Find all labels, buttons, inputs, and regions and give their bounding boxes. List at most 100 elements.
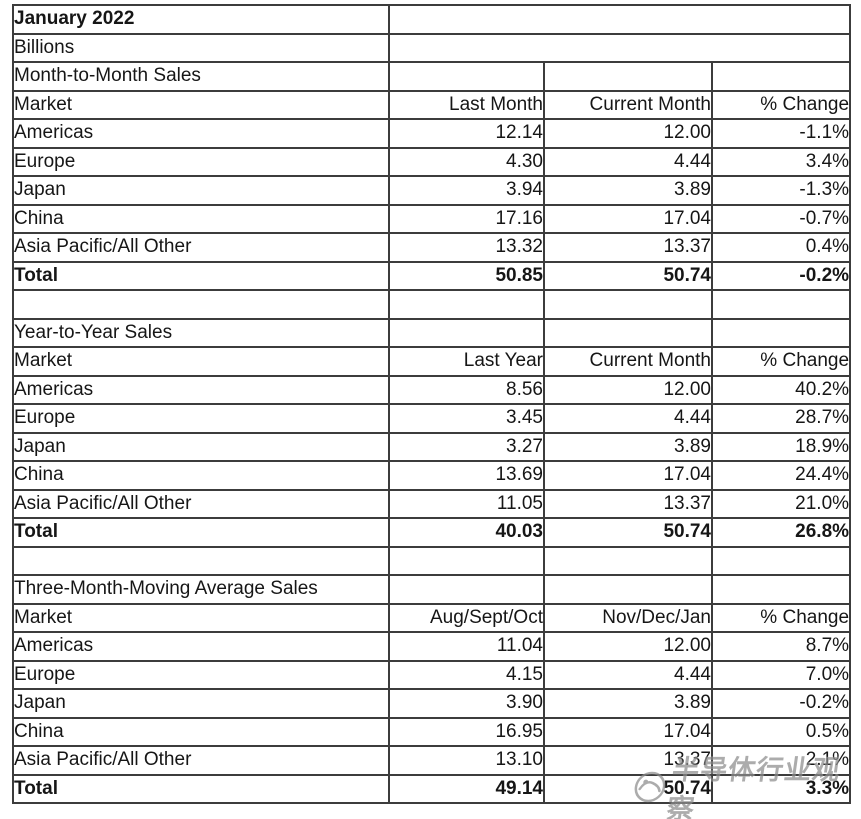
value-cell: 13.32: [388, 232, 545, 263]
unit-row: Billions: [12, 32, 852, 63]
table-row: China 16.95 17.04 0.5%: [12, 716, 852, 747]
table-row: China 17.16 17.04 -0.7%: [12, 203, 852, 234]
market-cell: Europe: [12, 146, 390, 177]
value-cell: 17.04: [543, 203, 713, 234]
value-cell: 12.00: [543, 631, 713, 662]
total-label-cell: Total: [12, 517, 390, 548]
column-header: Market: [12, 602, 390, 633]
column-header: Market: [12, 346, 390, 377]
pct-cell: -1.1%: [710, 118, 852, 149]
unit-label: Billions: [12, 32, 390, 63]
pct-cell: 0.4%: [710, 232, 852, 263]
separator-row: [12, 545, 852, 576]
value-cell: 3.89: [543, 688, 713, 719]
total-value-cell: 50.85: [388, 260, 545, 291]
value-cell: 13.37: [543, 232, 713, 263]
column-header: % Change: [710, 346, 852, 377]
table-row: Americas 12.14 12.00 -1.1%: [12, 118, 852, 149]
sales-table: January 2022 Billions Month-to-Month Sal…: [12, 4, 852, 804]
column-header: Last Month: [388, 89, 545, 120]
value-cell: 3.27: [388, 431, 545, 462]
total-value-cell: 50.74: [543, 517, 713, 548]
pct-cell: 28.7%: [710, 403, 852, 434]
empty-cell: [388, 545, 545, 576]
pct-cell: 24.4%: [710, 460, 852, 491]
pct-cell: 2.1%: [710, 745, 852, 776]
market-cell: Asia Pacific/All Other: [12, 488, 390, 519]
value-cell: 4.44: [543, 146, 713, 177]
table-row: Americas 8.56 12.00 40.2%: [12, 374, 852, 405]
value-cell: 13.37: [543, 488, 713, 519]
column-header: % Change: [710, 89, 852, 120]
pct-cell: 8.7%: [710, 631, 852, 662]
market-cell: Japan: [12, 431, 390, 462]
total-value-cell: 50.74: [543, 773, 713, 804]
total-pct-cell: 26.8%: [710, 517, 852, 548]
pct-cell: 0.5%: [710, 716, 852, 747]
total-value-cell: 50.74: [543, 260, 713, 291]
column-header-row: Market Last Year Current Month % Change: [12, 346, 852, 377]
value-cell: 17.16: [388, 203, 545, 234]
pct-cell: -1.3%: [710, 175, 852, 206]
section-title: Year-to-Year Sales: [12, 317, 390, 348]
empty-cell: [710, 317, 852, 348]
value-cell: 17.04: [543, 460, 713, 491]
market-cell: Americas: [12, 118, 390, 149]
empty-cell: [710, 61, 852, 92]
empty-cell: [387, 32, 852, 63]
market-cell: Europe: [12, 659, 390, 690]
value-cell: 3.89: [543, 431, 713, 462]
pct-cell: -0.7%: [710, 203, 852, 234]
value-cell: 3.45: [388, 403, 545, 434]
empty-cell: [388, 317, 545, 348]
section-title-row: Month-to-Month Sales: [12, 61, 852, 92]
section-title: Three-Month-Moving Average Sales: [12, 574, 390, 605]
section-title-row: Year-to-Year Sales: [12, 317, 852, 348]
column-header: Aug/Sept/Oct: [388, 602, 545, 633]
total-pct-cell: 3.3%: [710, 773, 852, 804]
value-cell: 3.94: [388, 175, 545, 206]
market-cell: Asia Pacific/All Other: [12, 745, 390, 776]
value-cell: 16.95: [388, 716, 545, 747]
report-title: January 2022: [12, 4, 390, 35]
value-cell: 4.44: [543, 659, 713, 690]
pct-cell: 7.0%: [710, 659, 852, 690]
table-row: Asia Pacific/All Other 11.05 13.37 21.0%: [12, 488, 852, 519]
table-row: Europe 4.30 4.44 3.4%: [12, 146, 852, 177]
table-row: Europe 3.45 4.44 28.7%: [12, 403, 852, 434]
empty-cell: [543, 574, 713, 605]
column-header: Nov/Dec/Jan: [543, 602, 713, 633]
value-cell: 4.15: [388, 659, 545, 690]
total-label-cell: Total: [12, 260, 390, 291]
column-header: Market: [12, 89, 390, 120]
total-value-cell: 49.14: [388, 773, 545, 804]
column-header: Last Year: [388, 346, 545, 377]
market-cell: Americas: [12, 631, 390, 662]
empty-cell: [710, 289, 852, 320]
column-header-row: Market Aug/Sept/Oct Nov/Dec/Jan % Change: [12, 602, 852, 633]
table-row: Japan 3.90 3.89 -0.2%: [12, 688, 852, 719]
table-row: Japan 3.94 3.89 -1.3%: [12, 175, 852, 206]
empty-cell: [543, 289, 713, 320]
total-value-cell: 40.03: [388, 517, 545, 548]
market-cell: Asia Pacific/All Other: [12, 232, 390, 263]
value-cell: 3.90: [388, 688, 545, 719]
table-row: Japan 3.27 3.89 18.9%: [12, 431, 852, 462]
market-cell: Europe: [12, 403, 390, 434]
empty-cell: [388, 61, 545, 92]
empty-cell: [12, 545, 390, 576]
empty-cell: [388, 289, 545, 320]
pct-cell: 21.0%: [710, 488, 852, 519]
table-row: Asia Pacific/All Other 13.10 13.37 2.1%: [12, 745, 852, 776]
empty-cell: [710, 574, 852, 605]
column-header: % Change: [710, 602, 852, 633]
total-row: Total 49.14 50.74 3.3%: [12, 773, 852, 804]
value-cell: 13.10: [388, 745, 545, 776]
table-row: Asia Pacific/All Other 13.32 13.37 0.4%: [12, 232, 852, 263]
value-cell: 11.05: [388, 488, 545, 519]
total-pct-cell: -0.2%: [710, 260, 852, 291]
empty-cell: [543, 317, 713, 348]
total-row: Total 40.03 50.74 26.8%: [12, 517, 852, 548]
empty-cell: [387, 4, 852, 35]
